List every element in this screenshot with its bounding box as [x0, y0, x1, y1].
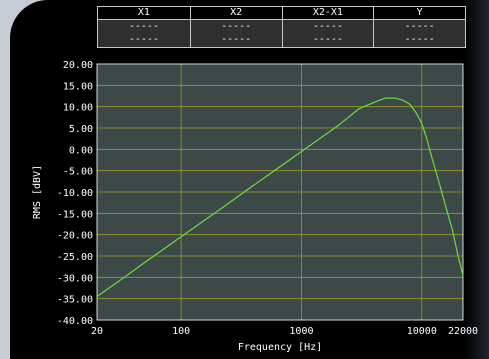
y-tick-label: 5.00: [69, 124, 93, 135]
cursor-value-x1-1: -----: [128, 21, 159, 32]
plot-grid: [96, 63, 464, 321]
cursor-readout-table: X1 ----- ----- X2 ----- ----- X2-X1 ----…: [97, 6, 466, 48]
x-axis-tick-labels: 20 100 1000 10000 22000: [91, 326, 478, 337]
cursor-value-y-1: -----: [404, 21, 435, 32]
cursor-header-x2: X2: [190, 7, 282, 20]
x-tick-label: 10000: [407, 326, 437, 337]
plot-frame: [96, 63, 464, 321]
y-axis-tick-labels: 20.00 15.00 10.00 5.00 0.00 -5.00 -10.00 -15.00…: [57, 60, 93, 327]
x-tick-label: 22000: [448, 326, 478, 337]
x-axis-title: Frequency [Hz]: [238, 342, 322, 353]
x-tick-label: 1000: [289, 326, 313, 337]
y-tick-label: 20.00: [63, 60, 93, 71]
cursor-header-y: Y: [374, 7, 465, 20]
cursor-value-x2-2: -----: [221, 34, 252, 45]
y-tick-label: 15.00: [63, 81, 93, 92]
y-tick-label: -40.00: [57, 316, 93, 327]
cursor-header-x1: X1: [98, 7, 190, 20]
y-tick-label: -30.00: [57, 273, 93, 284]
y-tick-label: -5.00: [63, 167, 93, 178]
x-tick-label: 100: [172, 326, 190, 337]
cursor-header-delta: X2-X1: [282, 7, 374, 20]
y-tick-label: -25.00: [57, 252, 93, 263]
cursor-column-delta: X2-X1 ----- -----: [281, 7, 374, 47]
cursor-value-x2-1: -----: [221, 21, 252, 32]
y-tick-label: -35.00: [57, 295, 93, 306]
y-tick-label: -20.00: [57, 231, 93, 242]
cursor-value-delta-2: -----: [312, 34, 343, 45]
y-tick-label: 0.00: [69, 145, 93, 156]
cursor-column-x2: X2 ----- -----: [189, 7, 282, 47]
x-tick-label: 20: [91, 326, 103, 337]
cursor-value-y-2: -----: [404, 34, 435, 45]
y-axis-title: RMS [dBV]: [32, 165, 43, 219]
y-tick-label: 10.00: [63, 103, 93, 114]
y-tick-label: -15.00: [57, 209, 93, 220]
series-line: [96, 97, 464, 297]
cursor-column-y: Y ----- -----: [373, 7, 465, 47]
y-tick-label: -10.00: [57, 188, 93, 199]
cursor-column-x1: X1 ----- -----: [98, 7, 190, 47]
cursor-value-x1-2: -----: [128, 34, 159, 45]
cursor-value-delta-1: -----: [312, 21, 343, 32]
